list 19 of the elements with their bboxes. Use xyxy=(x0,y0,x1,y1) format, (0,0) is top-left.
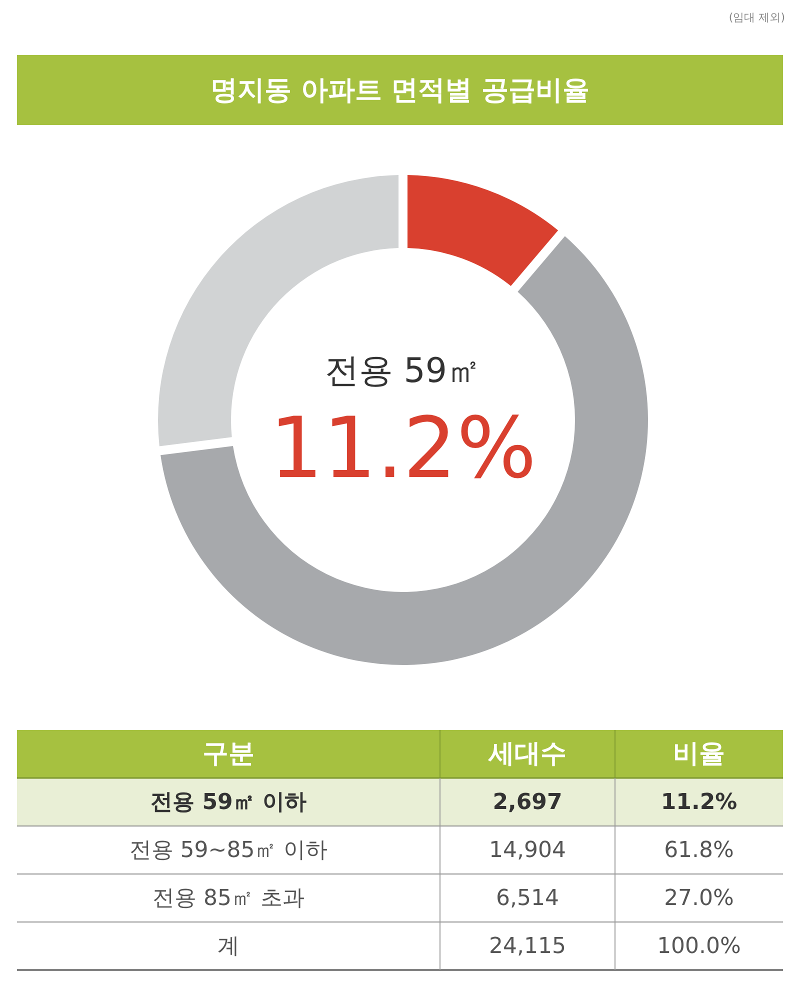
text: 24,115 xyxy=(489,934,566,959)
text: 2,697 xyxy=(492,790,562,815)
text: 세대수 xyxy=(488,739,566,769)
text: 14,904 xyxy=(489,838,566,863)
text: 전용 59~85㎡ 이하 xyxy=(129,838,328,863)
text: (임대 제외) xyxy=(728,11,785,24)
text: 전용 59㎡ xyxy=(324,351,482,391)
text: 구분 xyxy=(202,739,254,769)
text: 6,514 xyxy=(496,886,559,911)
text: 비율 xyxy=(673,739,725,769)
text: 100.0% xyxy=(657,934,741,959)
text: 27.0% xyxy=(664,886,734,911)
chart-title: 명지동 아파트 면적별 공급비율 xyxy=(210,75,590,106)
text: 계 xyxy=(218,934,240,959)
text: 전용 85㎡ 초과 xyxy=(152,886,304,911)
text: 11.2% xyxy=(270,399,536,497)
text: 전용 59㎡ 이하 xyxy=(150,790,306,815)
text: 11.2% xyxy=(660,790,738,815)
text: 61.8% xyxy=(664,838,734,863)
